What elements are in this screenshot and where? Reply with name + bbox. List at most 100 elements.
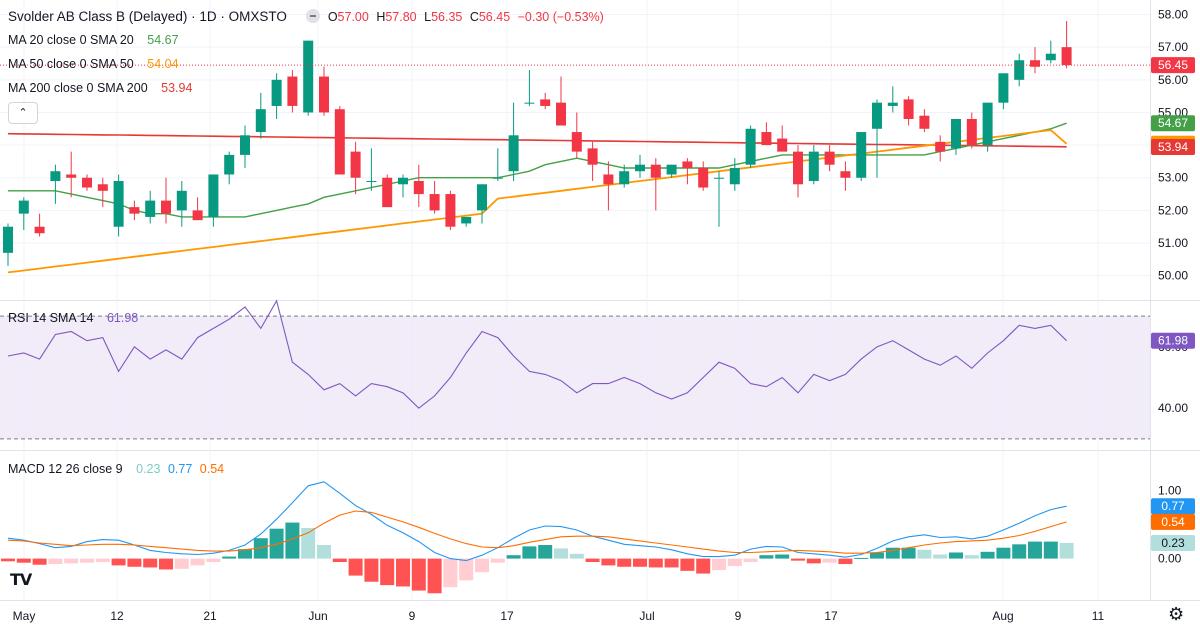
candle-body <box>303 40 314 113</box>
candle-body <box>287 76 298 106</box>
candle-body <box>824 151 835 165</box>
macd-hist-bar <box>522 546 537 559</box>
macd-hist-bar <box>253 538 268 559</box>
candle-body <box>777 138 788 152</box>
candle-body <box>571 132 582 152</box>
macd-hist-bar <box>870 552 884 559</box>
candle-body <box>840 171 851 178</box>
time-tick-label: 11 <box>1092 609 1105 623</box>
macd-hist-bar <box>617 558 632 567</box>
time-tick-label: 17 <box>824 609 838 623</box>
macd-hist-bar <box>538 545 553 559</box>
rsi-legend[interactable]: RSI 14 SMA 14 61.98 <box>8 311 142 325</box>
candle-body <box>808 151 819 182</box>
rsi-tag <box>1151 332 1195 349</box>
macd-hist-bar <box>633 558 647 567</box>
close-value: 56.45 <box>478 10 511 24</box>
candle-body <box>761 132 772 146</box>
candle-body <box>429 194 440 211</box>
macd-line-value: 0.77 <box>167 462 193 476</box>
candle-body <box>445 194 456 227</box>
ma200-legend[interactable]: MA 200 close 0 SMA 200 53.94 <box>8 81 196 95</box>
time-tick-label: Jun <box>308 609 327 623</box>
price-tick-label: 50.00 <box>1158 269 1188 283</box>
candle-body <box>556 102 566 126</box>
ma200-line <box>7 132 1067 148</box>
candle-body <box>650 164 661 178</box>
macd-hist-bar <box>427 558 442 594</box>
macd-hist-bar <box>459 558 474 581</box>
macd-hist-bar <box>222 556 237 559</box>
candle-body <box>951 118 961 149</box>
ma200-tag <box>1151 139 1195 156</box>
macd-hist-bar <box>1028 541 1042 559</box>
candle-body <box>477 184 487 211</box>
time-tick-label: Jul <box>639 609 654 623</box>
rsi-tick-label: 40.00 <box>1158 401 1188 415</box>
candle-body <box>492 177 503 179</box>
macd-hist-bar <box>791 558 805 561</box>
macd-signal-value: 0.54 <box>199 462 225 476</box>
time-tick-label: Aug <box>992 609 1013 623</box>
candle-body <box>319 76 329 113</box>
gear-icon[interactable]: ⚙ <box>1168 604 1185 625</box>
candle-body <box>82 177 92 188</box>
macd-hist-bar <box>506 555 521 559</box>
ma20-value: 54.67 <box>147 33 179 47</box>
time-tick-label: 17 <box>500 609 514 623</box>
ma20-label: MA 20 close 0 SMA 20 <box>8 33 134 47</box>
price-tick-label: 53.00 <box>1158 171 1188 185</box>
signal-line-tag-label: 0.54 <box>1161 515 1185 529</box>
candle-body <box>34 226 45 234</box>
ma50-label: MA 50 close 0 SMA 50 <box>8 57 134 71</box>
ma50-legend[interactable]: MA 50 close 0 SMA 50 54.04 <box>8 57 183 71</box>
candle-body <box>334 109 345 175</box>
time-tick-label: 21 <box>203 609 217 623</box>
macd-hist-bar <box>364 558 379 582</box>
macd-hist-bar <box>1059 542 1074 559</box>
time-tick-label: May <box>13 609 36 623</box>
candle-body <box>224 154 235 175</box>
signal-line-tag <box>1151 513 1195 530</box>
candle-body <box>524 102 535 104</box>
candle-body <box>1030 60 1040 67</box>
macd-hist-bar <box>822 558 837 563</box>
macd-hist-bar <box>174 558 189 569</box>
visibility-icon[interactable] <box>306 9 321 23</box>
macd-hist-bar <box>601 558 616 566</box>
candle-body <box>255 109 266 133</box>
candle-body <box>619 171 630 185</box>
macd-hist-bar <box>996 547 1011 559</box>
macd-hist-bar <box>917 549 932 559</box>
macd-hist-bar <box>317 545 331 559</box>
candle-body <box>793 151 803 185</box>
collapse-legend-button[interactable]: ⌃ <box>8 102 38 124</box>
candle-body <box>398 177 408 185</box>
candle-body <box>461 216 472 224</box>
candle-body <box>540 99 551 106</box>
low-value: 56.35 <box>431 10 463 24</box>
macd-hist-bar <box>190 558 205 566</box>
macd-legend[interactable]: MACD 12 26 close 9 0.23 0.77 0.54 <box>8 462 228 476</box>
candle-body <box>66 174 77 178</box>
candle-body <box>1014 60 1025 80</box>
ma20-legend[interactable]: MA 20 close 0 SMA 20 54.67 <box>8 33 183 47</box>
macd-hist-bar <box>964 555 979 559</box>
symbol-title[interactable]: Svolder AB Class B (Delayed) · 1D · OMXS… <box>8 9 287 24</box>
macd-hist-bar <box>64 558 79 564</box>
macd-hist-bar <box>680 558 695 571</box>
price-tick-label: 52.00 <box>1158 203 1188 217</box>
macd-hist-bar <box>348 558 363 576</box>
macd-hist-bar <box>332 558 347 562</box>
macd-hist-bar <box>838 558 853 565</box>
rsi-band <box>0 316 1150 439</box>
macd-hist-bar <box>775 554 790 559</box>
close-label: C <box>469 10 479 24</box>
candle-body <box>729 167 740 185</box>
tradingview-logo[interactable]: TV <box>10 570 32 589</box>
candle-body <box>1045 53 1056 61</box>
candle-body <box>982 102 993 146</box>
macd-line-tag-label: 0.77 <box>1161 499 1185 513</box>
macd-hist-bar <box>664 558 679 568</box>
